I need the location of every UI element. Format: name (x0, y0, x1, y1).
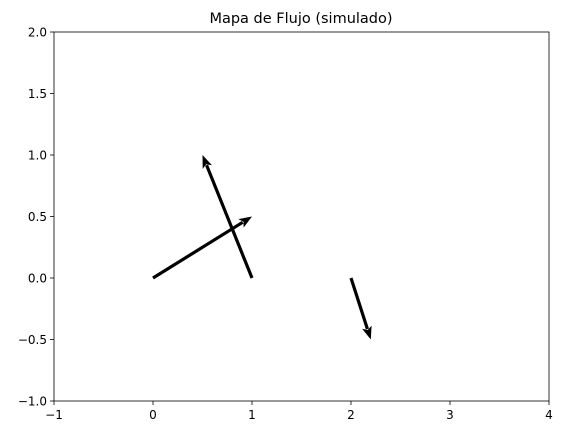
plot-frame (53, 31, 550, 402)
flow-vector-shaft (205, 164, 254, 279)
y-tick-label: 2.0 (28, 26, 47, 40)
y-tick-label: −0.5 (18, 333, 47, 347)
y-tick-label: −1.0 (18, 395, 47, 409)
flow-vector-shaft (349, 277, 369, 330)
y-tick-label: 0.5 (28, 210, 47, 224)
chart-title: Mapa de Flujo (simulado) (209, 11, 392, 27)
flow-vector-arrowhead (362, 325, 372, 340)
x-tick-label: 1 (248, 408, 256, 422)
x-tick-label: 2 (347, 408, 355, 422)
flow-vector (202, 155, 254, 279)
flow-vector-shaft (152, 220, 244, 280)
vector-field (152, 155, 372, 340)
x-tick-label: −1 (45, 408, 63, 422)
flow-vector (349, 277, 372, 340)
x-axis: −1 0 1 2 3 4 (45, 401, 553, 422)
flow-vector-arrowhead (202, 155, 212, 169)
y-axis: −1.0 −0.5 0.0 0.5 1.0 1.5 2.0 (18, 26, 54, 409)
x-tick-label: 0 (149, 408, 157, 422)
x-tick-label: 3 (446, 408, 454, 422)
x-tick-label: 4 (545, 408, 553, 422)
y-tick-label: 1.5 (28, 87, 47, 101)
y-tick-label: 1.0 (28, 149, 47, 163)
flow-vector-arrowhead (238, 216, 252, 228)
y-tick-label: 0.0 (28, 272, 47, 286)
flow-vector (152, 216, 252, 280)
